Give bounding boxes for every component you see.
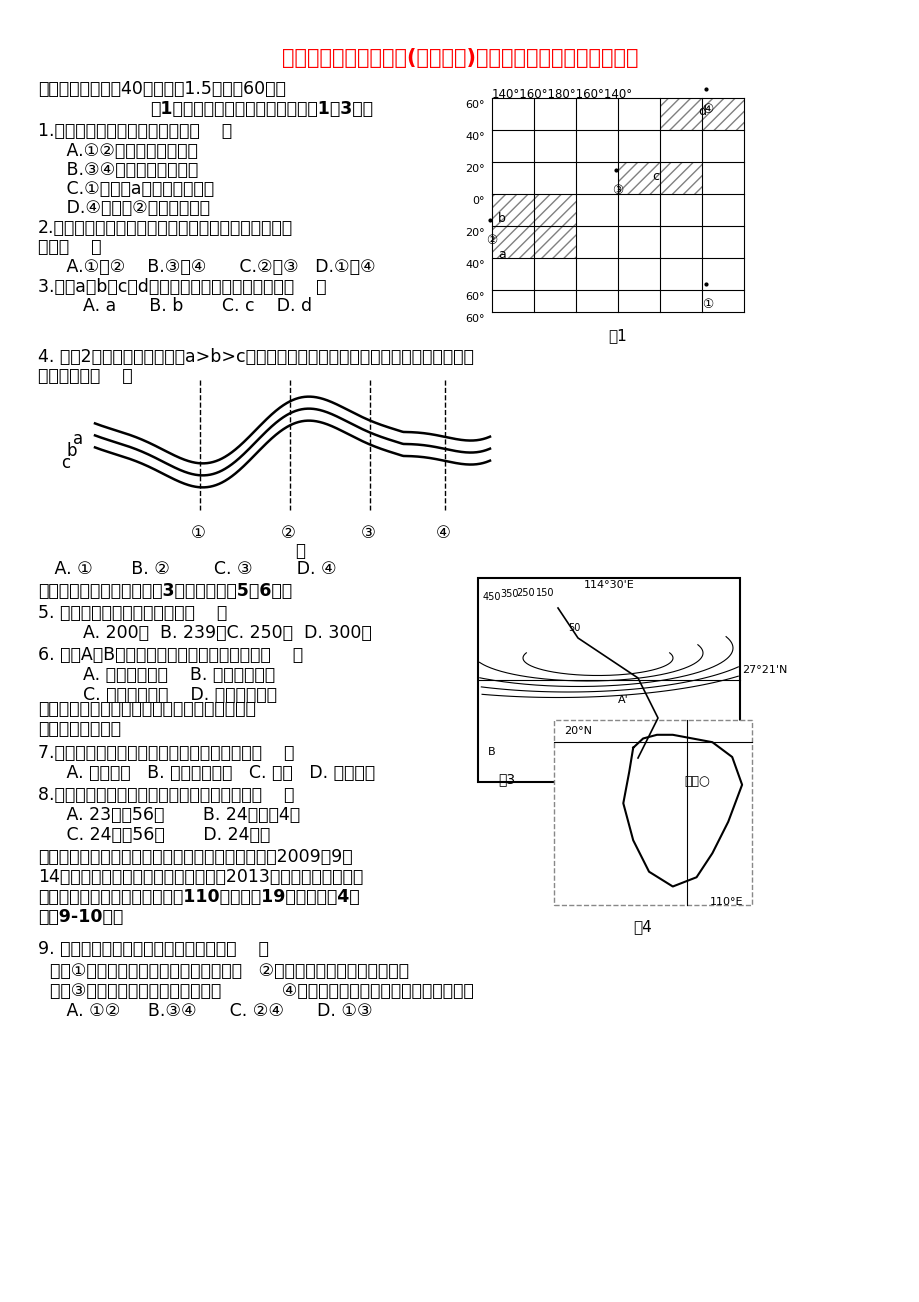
Text: 40°: 40° xyxy=(465,260,484,270)
Text: 文昌○: 文昌○ xyxy=(683,775,709,788)
Text: ③: ③ xyxy=(611,184,622,197)
Text: ②: ② xyxy=(485,234,496,247)
Text: 回答9-10题。: 回答9-10题。 xyxy=(38,907,123,926)
Text: 20°N: 20°N xyxy=(563,727,591,736)
Text: 多多的自然现象。: 多多的自然现象。 xyxy=(38,720,121,738)
Text: A': A' xyxy=(618,695,628,704)
Text: 14日在海南文昌市动工建设，预计将于2013年完工并投入使用。: 14日在海南文昌市动工建设，预计将于2013年完工并投入使用。 xyxy=(38,868,363,885)
Text: 27°21'N: 27°21'N xyxy=(742,665,787,674)
Text: c: c xyxy=(61,454,70,473)
Text: d: d xyxy=(698,105,705,118)
Bar xyxy=(478,578,739,783)
Text: ①: ① xyxy=(191,523,206,542)
Text: 60°: 60° xyxy=(465,292,484,302)
Text: 450: 450 xyxy=(482,592,501,602)
Text: ③: ③ xyxy=(360,523,376,542)
Text: a: a xyxy=(73,430,83,448)
Text: 110°E: 110°E xyxy=(709,897,743,907)
Text: 6. 河滩A、B之间的河段，河流的流向大致为（    ）: 6. 河滩A、B之间的河段，河流的流向大致为（ ） xyxy=(38,646,302,664)
Text: c: c xyxy=(652,171,658,184)
Text: C.①地位于a区域的东南方向: C.①地位于a区域的东南方向 xyxy=(50,180,214,198)
Text: A. 200米  B. 239米C. 250米  D. 300米: A. 200米 B. 239米C. 250米 D. 300米 xyxy=(50,624,371,642)
Text: 国务院、中央军委批准建设的海南航天发射场，2009年9月: 国务院、中央军委批准建设的海南航天发射场，2009年9月 xyxy=(38,848,352,866)
Text: 一、单项选择题（40题，每题1.5分，共60分）: 一、单项选择题（40题，每题1.5分，共60分） xyxy=(38,79,286,98)
Text: 150: 150 xyxy=(536,589,554,598)
Text: A. ①②     B.③④      C. ②④      D. ①③: A. ①② B.③④ C. ②④ D. ①③ xyxy=(50,1003,372,1019)
Text: 9. 我国在文昌建设发射场的有利条件是（    ）: 9. 我国在文昌建设发射场的有利条件是（ ） xyxy=(38,940,268,958)
Text: 8.以太阳为参照点，地球自转一周所需时间为（    ）: 8.以太阳为参照点，地球自转一周所需时间为（ ） xyxy=(38,786,294,805)
Text: A. 自西北向东南    B. 自东南向西北: A. 自西北向东南 B. 自东南向西北 xyxy=(50,667,275,684)
Text: 2.根据东西半球和南北半球的划分，位于两个相同半球: 2.根据东西半球和南北半球的划分，位于两个相同半球 xyxy=(38,219,293,237)
Bar xyxy=(618,161,701,194)
Text: 图4: 图4 xyxy=(633,919,652,934)
Text: B: B xyxy=(487,747,495,756)
Text: ①地形平坦，利于发射场的基础建设   ②地广人稀，有利于卫星的回收: ①地形平坦，利于发射场的基础建设 ②地广人稀，有利于卫星的回收 xyxy=(50,962,409,980)
Text: 3.图中a、b、c、d四个区域，实际面积最小的是（    ）: 3.图中a、b、c、d四个区域，实际面积最小的是（ ） xyxy=(38,279,326,296)
Text: C. 自东北向西南    D. 自西南向东北: C. 自东北向西南 D. 自西南向东北 xyxy=(50,686,277,704)
Text: 的是（    ）: 的是（ ） xyxy=(38,238,101,256)
Text: ①: ① xyxy=(701,298,712,311)
Text: 读某地区等高线地形图（图3），据此回答5～6题。: 读某地区等高线地形图（图3），据此回答5～6题。 xyxy=(38,582,292,600)
Text: 20°: 20° xyxy=(465,164,484,174)
Text: 图: 图 xyxy=(295,542,305,560)
Bar xyxy=(492,194,575,227)
Text: 1.关于图中各地的叙述正确的是（    ）: 1.关于图中各地的叙述正确的是（ ） xyxy=(38,122,232,141)
Text: 250: 250 xyxy=(516,589,534,598)
Text: ④: ④ xyxy=(701,103,712,116)
Text: 40°: 40° xyxy=(465,132,484,142)
Text: B.③④两地均位于东经度: B.③④两地均位于东经度 xyxy=(50,161,198,178)
Text: D.④地位于②地的西北方向: D.④地位于②地的西北方向 xyxy=(50,199,210,217)
Text: 5. 图中断崖的最大高差不超过（    ）: 5. 图中断崖的最大高差不超过（ ） xyxy=(38,604,227,622)
Text: A.①②两地均位于中纬度: A.①②两地均位于中纬度 xyxy=(50,142,198,160)
Text: 50: 50 xyxy=(567,622,580,633)
Text: A. a      B. b       C. c    D. d: A. a B. b C. c D. d xyxy=(50,297,312,315)
Text: 厦门理工学院附属中学(杏南中学)高三上地理第三次阶段性考试: 厦门理工学院附属中学(杏南中学)高三上地理第三次阶段性考试 xyxy=(281,48,638,68)
Text: 60°: 60° xyxy=(465,314,484,324)
Text: 昼夜更替，潮起潮落，地球自转运动产生了许许: 昼夜更替，潮起潮落，地球自转运动产生了许许 xyxy=(38,700,255,717)
Text: a: a xyxy=(497,247,505,260)
Text: ④: ④ xyxy=(436,523,450,542)
Text: b: b xyxy=(67,441,77,460)
Text: 60°: 60° xyxy=(465,100,484,109)
Text: 7.在下列现象中，可以成为地球自转的证据是（    ）: 7.在下列现象中，可以成为地球自转的证据是（ ） xyxy=(38,743,294,762)
Text: A. 日月升落   B. 昼夜长短变化   C. 五带   D. 四季更替: A. 日月升落 B. 昼夜长短变化 C. 五带 D. 四季更替 xyxy=(50,764,375,783)
Bar xyxy=(553,720,751,905)
Bar xyxy=(659,98,743,130)
Text: ③海运便利，便于大型火箭运输           ④纬度低，地球自转线速度大，利于发射: ③海运便利，便于大型火箭运输 ④纬度低，地球自转线速度大，利于发射 xyxy=(50,982,473,1000)
Text: C. 24小时56分       D. 24小时: C. 24小时56分 D. 24小时 xyxy=(50,825,270,844)
Text: 4. 读图2等高线图，如果数值a>b>c，则四条线段所表示的地点中可能有河流经过且流: 4. 读图2等高线图，如果数值a>b>c，则四条线段所表示的地点中可能有河流经过… xyxy=(38,348,473,366)
Bar xyxy=(492,227,575,258)
Text: b: b xyxy=(497,212,505,225)
Text: 20°: 20° xyxy=(465,228,484,238)
Text: A.①与②    B.③与④      C.②与③   D.①与④: A.①与② B.③与④ C.②与③ D.①与④ xyxy=(50,258,375,276)
Text: A. ①       B. ②        C. ③        D. ④: A. ① B. ② C. ③ D. ④ xyxy=(38,560,336,578)
Text: 114°30'E: 114°30'E xyxy=(583,579,634,590)
Text: 350: 350 xyxy=(499,589,518,599)
Text: ②: ② xyxy=(280,523,296,542)
Text: 速最快的是（    ）: 速最快的是（ ） xyxy=(38,367,132,385)
Text: 图1为局部区域经纬网图，读图回答1～3题。: 图1为局部区域经纬网图，读图回答1～3题。 xyxy=(150,100,372,118)
Text: 图1: 图1 xyxy=(608,328,627,342)
Text: 0°: 0° xyxy=(472,197,484,206)
Text: A. 23小时56分       B. 24小时零4分: A. 23小时56分 B. 24小时零4分 xyxy=(50,806,300,824)
Text: 140°160°180°160°140°: 140°160°180°160°140° xyxy=(492,89,632,102)
Text: 图3: 图3 xyxy=(497,772,515,786)
Text: 文昌市位于海南岛东北部，东经110度、北纬19度。结合图4，: 文昌市位于海南岛东北部，东经110度、北纬19度。结合图4， xyxy=(38,888,359,906)
